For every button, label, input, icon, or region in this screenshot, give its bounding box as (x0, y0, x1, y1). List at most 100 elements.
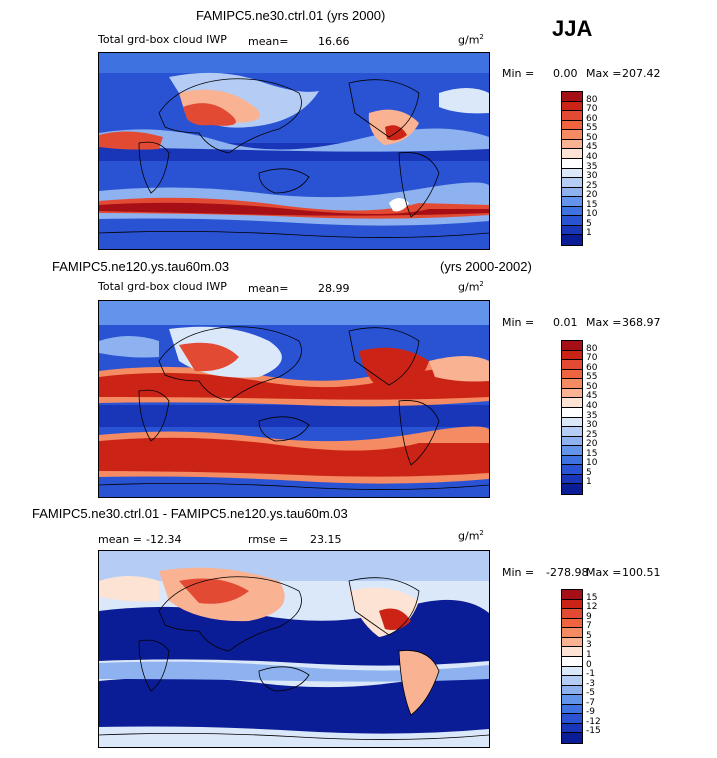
colorbar-tick-label: -7 (586, 697, 595, 708)
colorbar-tick-label: 0 (586, 659, 592, 670)
panel2-mean-value: 28.99 (318, 282, 350, 295)
colorbar-tick-label: 9 (586, 611, 592, 622)
colorbar-tick-label: -3 (586, 678, 595, 689)
colorbar-tick-label: 15 (586, 592, 598, 603)
panel2-max-value: 368.97 (622, 316, 661, 329)
colorbar-segment (562, 158, 582, 169)
panel3-rmse-label: rmse = (248, 533, 289, 546)
colorbar-tick-label: -1 (586, 669, 595, 680)
colorbar-segment (562, 417, 582, 428)
colorbar-segment (562, 92, 582, 102)
panel3-max-value: 100.51 (622, 566, 661, 579)
colorbar-tick-label: -5 (586, 688, 595, 699)
colorbar-segment (562, 350, 582, 361)
colorbar-tick-label: 20 (586, 439, 598, 450)
colorbar-tick-label: 55 (586, 372, 598, 383)
colorbar-segment (562, 101, 582, 112)
colorbar-tick-label: 10 (586, 458, 598, 469)
colorbar-tick-label: 5 (586, 630, 592, 641)
colorbar-segment (562, 656, 582, 667)
panel1-subtitle: Total grd-box cloud IWP (98, 33, 227, 46)
colorbar-tick-label: 35 (586, 410, 598, 421)
colorbar-segment (562, 723, 582, 734)
colorbar-tick-label: 40 (586, 151, 598, 162)
panel1-max-label: Max = (586, 67, 622, 80)
panel2-title: FAMIPC5.ne120.ys.tau60m.03 (52, 259, 230, 274)
colorbar-segment (562, 407, 582, 418)
panel3-title: FAMIPC5.ne30.ctrl.01 - FAMIPC5.ne120.ys.… (32, 506, 348, 521)
colorbar-tick-label: 15 (586, 448, 598, 459)
colorbar-segment (562, 446, 582, 456)
panel2-map (98, 300, 490, 498)
panel1-min-label: Min = (502, 67, 535, 80)
colorbar-tick-label: 45 (586, 142, 598, 153)
colorbar-segment (562, 704, 582, 715)
colorbar-segment (562, 398, 582, 408)
colorbar-segment (562, 676, 582, 686)
colorbar-segment (562, 130, 582, 140)
season-label: JJA (552, 16, 593, 41)
colorbar-segment (562, 733, 582, 743)
colorbar-tick-label: 12 (586, 602, 598, 613)
colorbar-tick-label: 1 (586, 649, 592, 660)
colorbar-tick-label: 45 (586, 391, 598, 402)
panel3-min-label: Min = (502, 566, 535, 579)
colorbar-segment (562, 465, 582, 475)
colorbar-segment (562, 427, 582, 437)
colorbar-segment (562, 609, 582, 619)
colorbar-segment (562, 599, 582, 610)
colorbar-tick-label: 20 (586, 190, 598, 201)
panel3-max-label: Max = (586, 566, 622, 579)
colorbar-tick-label: 30 (586, 420, 598, 431)
colorbar-segment (562, 666, 582, 677)
colorbar-segment (562, 216, 582, 226)
panel3-mean-label: mean = (98, 533, 142, 546)
panel2-colorbar (561, 340, 583, 495)
colorbar-segment (562, 628, 582, 638)
panel1-title: FAMIPC5.ne30.ctrl.01 (yrs 2000) (196, 8, 386, 23)
panel2-min-label: Min = (502, 316, 535, 329)
panel1-min-value: 0.00 (553, 67, 578, 80)
colorbar-segment (562, 187, 582, 198)
colorbar-segment (562, 637, 582, 648)
panel1-mean-value: 16.66 (318, 35, 350, 48)
colorbar-segment (562, 695, 582, 705)
colorbar-segment (562, 685, 582, 696)
colorbar-segment (562, 225, 582, 236)
colorbar-tick-label: 7 (586, 621, 592, 632)
colorbar-segment (562, 436, 582, 447)
colorbar-tick-label: 1 (586, 228, 592, 239)
colorbar-tick-label: -15 (586, 726, 601, 737)
colorbar-segment (562, 341, 582, 351)
panel3-map (98, 550, 490, 748)
colorbar-tick-label: 35 (586, 161, 598, 172)
colorbar-tick-label: 80 (586, 94, 598, 105)
colorbar-segment (562, 235, 582, 245)
colorbar-segment (562, 474, 582, 485)
colorbar-tick-label: 60 (586, 362, 598, 373)
panel2-max-label: Max = (586, 316, 622, 329)
colorbar-segment (562, 647, 582, 657)
colorbar-tick-label: 10 (586, 209, 598, 220)
colorbar-tick-label: 70 (586, 353, 598, 364)
colorbar-tick-label: 70 (586, 104, 598, 115)
panel1-map (98, 52, 490, 250)
colorbar-tick-label: -12 (586, 716, 601, 727)
panel3-mean-value: -12.34 (146, 533, 182, 546)
colorbar-segment (562, 120, 582, 131)
colorbar-tick-label: 50 (586, 381, 598, 392)
colorbar-tick-label: 25 (586, 180, 598, 191)
panel2-units: g/m2 (458, 280, 484, 294)
panel1-mean-label: mean= (248, 35, 289, 48)
colorbar-segment (562, 149, 582, 159)
panel1-units: g/m2 (458, 33, 484, 47)
panel3-rmse-value: 23.15 (310, 533, 342, 546)
colorbar-segment (562, 484, 582, 494)
panel3-units: g/m2 (458, 529, 484, 543)
colorbar-tick-label: 50 (586, 132, 598, 143)
colorbar-tick-label: 80 (586, 343, 598, 354)
panel2-subtitle: Total grd-box cloud IWP (98, 280, 227, 293)
panel3-min-value: -278.98 (546, 566, 589, 579)
colorbar-tick-label: 5 (586, 218, 592, 229)
panel2-years: (yrs 2000-2002) (440, 259, 532, 274)
